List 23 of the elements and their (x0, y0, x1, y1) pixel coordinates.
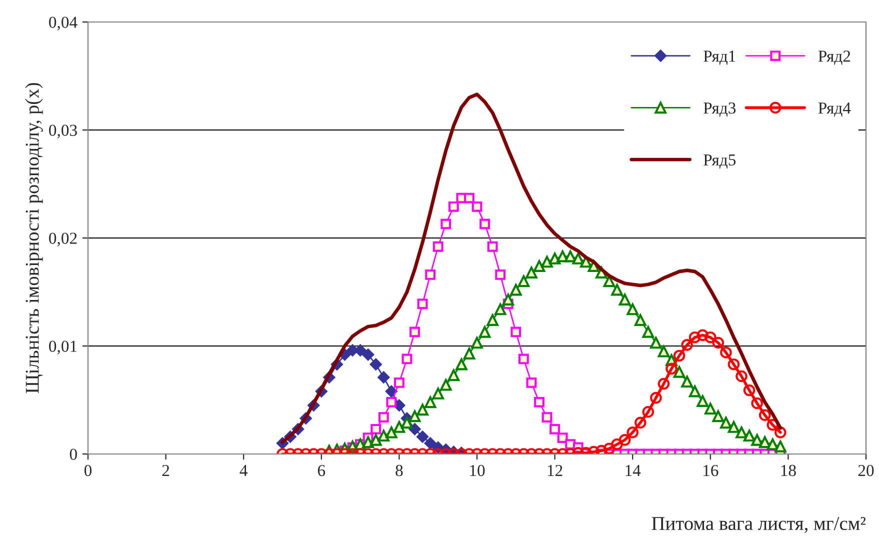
x-tick-label: 6 (318, 464, 326, 476)
x-tick-label: 20 (858, 464, 874, 476)
legend-label: Ряд3 (704, 102, 736, 117)
x-tick-label: 0 (84, 464, 92, 476)
x-tick-label: 2 (162, 464, 170, 476)
x-tick-label: 10 (470, 464, 485, 476)
y-tick-label: 0,03 (49, 124, 77, 138)
legend-label: Ряд2 (818, 50, 850, 65)
y-tick-label: 0,02 (49, 232, 77, 246)
y-tick-label: 0,04 (49, 16, 78, 30)
x-tick-label: 18 (781, 464, 796, 476)
x-axis-title: Питома вага листя, мг/см² (652, 517, 866, 533)
legend-label: Ряд5 (704, 154, 736, 169)
x-tick-label: 12 (548, 464, 562, 476)
x-tick-label: 4 (240, 465, 248, 476)
y-tick-label: 0,01 (49, 340, 77, 354)
x-tick-label: 14 (626, 464, 641, 476)
legend-label: Ряд4 (818, 102, 851, 117)
x-tick-label: 16 (704, 464, 718, 476)
y-tick-label: 0 (70, 448, 77, 460)
x-tick-label: 8 (396, 464, 403, 476)
legend-label: Ряд1 (704, 50, 736, 65)
y-axis-title: Щільність імовірності розподілу, p(x) (25, 83, 43, 394)
